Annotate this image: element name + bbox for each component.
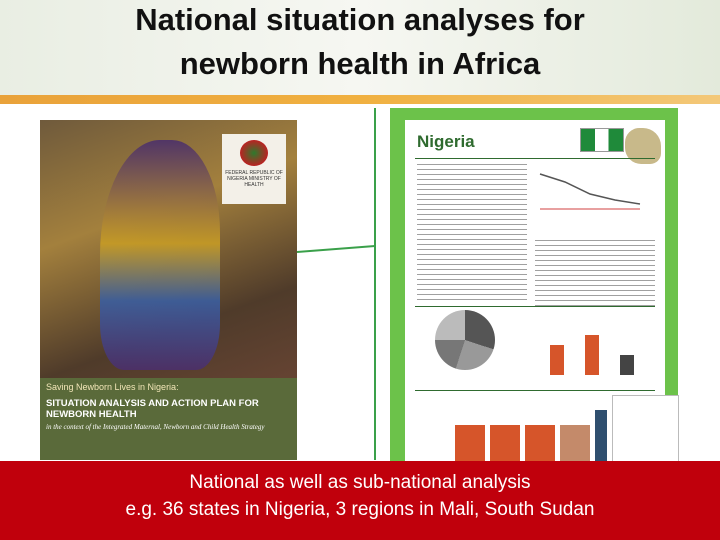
pie-graphic bbox=[435, 310, 495, 370]
bar-graphic bbox=[585, 335, 599, 375]
bar-graphic bbox=[525, 425, 555, 462]
cover-emblem: FEDERAL REPUBLIC OF NIGERIA MINISTRY OF … bbox=[222, 134, 286, 204]
bar-graphic bbox=[455, 425, 485, 462]
cover-heading: SITUATION ANALYSIS AND ACTION PLAN FOR N… bbox=[46, 398, 259, 420]
header-background bbox=[0, 0, 720, 96]
trend-chart bbox=[539, 173, 641, 210]
title-line: newborn health in Africa bbox=[179, 46, 541, 81]
report-cover: FEDERAL REPUBLIC OF NIGERIA MINISTRY OF … bbox=[40, 120, 297, 460]
text-block bbox=[535, 240, 655, 310]
flag bbox=[580, 128, 624, 152]
cover-photo bbox=[100, 140, 220, 370]
text-block bbox=[417, 164, 527, 304]
bar-graphic bbox=[595, 410, 607, 462]
cover-context: in the context of the Integrated Materna… bbox=[46, 423, 265, 431]
rule bbox=[415, 390, 655, 391]
bar-graphic bbox=[620, 355, 634, 375]
header-rule bbox=[0, 95, 720, 104]
profile-title: Nigeria bbox=[417, 132, 475, 151]
country-profile: Nigeria bbox=[405, 120, 665, 462]
bar-graphic bbox=[550, 345, 564, 375]
title-line: National situation analyses for bbox=[135, 2, 585, 37]
cover-text: Saving Newborn Lives in Nigeria: SITUATI… bbox=[40, 378, 297, 460]
bar-graphic bbox=[490, 425, 520, 462]
rule bbox=[415, 158, 655, 159]
caption-line: National as well as sub-national analysi… bbox=[189, 472, 531, 493]
caption-line: e.g. 36 states in Nigeria, 3 regions in … bbox=[125, 499, 595, 520]
cover-series: Saving Newborn Lives in Nigeria: bbox=[46, 382, 179, 392]
caption-banner: National as well as sub-national analysi… bbox=[0, 461, 720, 540]
ministry-label: FEDERAL REPUBLIC OF NIGERIA MINISTRY OF … bbox=[225, 170, 283, 188]
thumbnail bbox=[612, 395, 679, 463]
rule bbox=[415, 306, 655, 307]
bar-graphic bbox=[560, 425, 590, 462]
connector bbox=[296, 245, 376, 253]
